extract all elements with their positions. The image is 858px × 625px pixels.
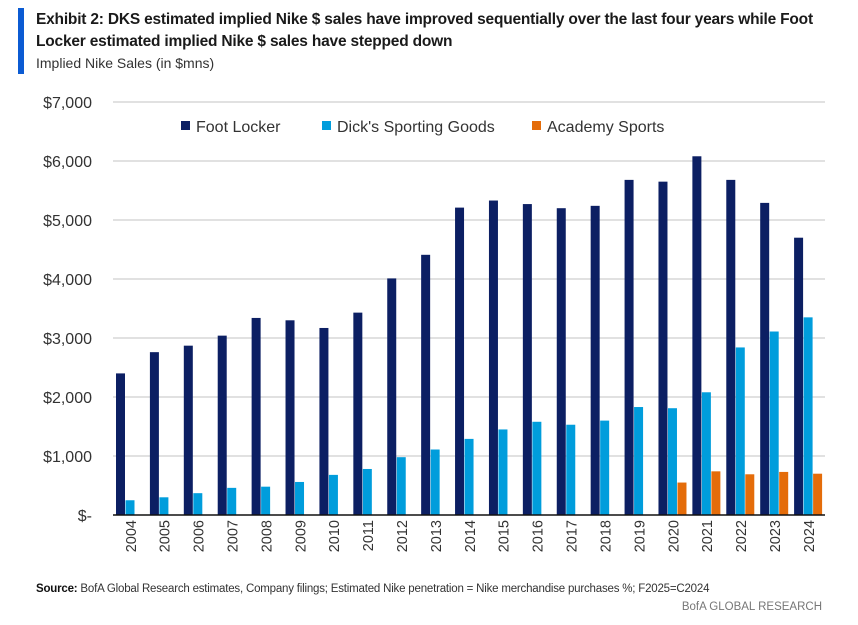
bar-foot-locker-2008 — [251, 317, 261, 515]
x-tick-label: 2019 — [632, 520, 648, 552]
y-tick-label: $4,000 — [43, 272, 92, 289]
x-tick-label: 2012 — [395, 520, 411, 552]
bar-dick-s-sporting-goods-2015 — [498, 429, 508, 515]
bar-dick-s-sporting-goods-2019 — [634, 407, 644, 515]
bar-dick-s-sporting-goods-2013 — [430, 449, 440, 515]
bar-foot-locker-2019 — [624, 179, 634, 515]
legend-label: Dick's Sporting Goods — [337, 119, 495, 136]
bar-foot-locker-2012 — [387, 278, 397, 515]
brand-footer: BofA GLOBAL RESEARCH — [681, 601, 822, 613]
bar-dick-s-sporting-goods-2017 — [566, 424, 576, 515]
bar-dick-s-sporting-goods-2020 — [667, 408, 677, 515]
legend-swatch — [322, 121, 331, 130]
bar-academy-sports-2020 — [677, 482, 687, 515]
bar-dick-s-sporting-goods-2014 — [464, 438, 474, 515]
bar-academy-sports-2023 — [779, 471, 789, 515]
bar-foot-locker-2011 — [353, 312, 363, 515]
bar-dick-s-sporting-goods-2021 — [701, 392, 711, 515]
bar-dick-s-sporting-goods-2008 — [261, 486, 271, 515]
bar-foot-locker-2018 — [590, 205, 600, 515]
bar-foot-locker-2014 — [455, 207, 465, 516]
x-tick-label: 2008 — [259, 520, 275, 552]
x-tick-label: 2006 — [192, 520, 208, 552]
bar-academy-sports-2022 — [745, 474, 755, 515]
y-tick-label: $6,000 — [43, 154, 92, 171]
x-tick-label: 2011 — [361, 520, 377, 551]
bar-foot-locker-2024 — [794, 237, 804, 515]
bar-dick-s-sporting-goods-2011 — [362, 468, 372, 515]
bar-dick-s-sporting-goods-2012 — [396, 457, 406, 515]
x-tick-label: 2004 — [124, 520, 140, 552]
x-tick-label: 2022 — [734, 520, 750, 552]
bar-foot-locker-2006 — [183, 345, 193, 515]
legend-label: Foot Locker — [196, 119, 281, 136]
bar-dick-s-sporting-goods-2006 — [193, 493, 203, 515]
x-tick-label: 2016 — [531, 520, 547, 552]
bar-foot-locker-2005 — [149, 352, 159, 515]
bar-foot-locker-2004 — [116, 373, 125, 515]
x-tick-label: 2013 — [429, 520, 445, 552]
bar-dick-s-sporting-goods-2010 — [328, 474, 338, 515]
y-tick-label: $5,000 — [43, 213, 92, 230]
y-tick-label: $1,000 — [43, 449, 92, 466]
bar-foot-locker-2007 — [217, 335, 227, 515]
x-tick-label: 2009 — [293, 520, 309, 552]
bar-foot-locker-2009 — [285, 320, 295, 515]
source-label: Source: — [36, 583, 78, 595]
chart-subtitle: Implied Nike Sales (in $mns) — [36, 55, 215, 71]
y-tick-label: $3,000 — [43, 331, 92, 348]
x-tick-label: 2021 — [700, 520, 716, 552]
bar-academy-sports-2024 — [813, 473, 823, 515]
x-tick-label: 2014 — [463, 520, 479, 552]
source-note: Source: BofA Global Research estimates, … — [36, 583, 709, 595]
bar-foot-locker-2021 — [692, 156, 702, 515]
bar-dick-s-sporting-goods-2023 — [769, 331, 779, 515]
y-tick-label: $7,000 — [43, 95, 92, 112]
bar-dick-s-sporting-goods-2024 — [803, 317, 813, 515]
bar-foot-locker-2022 — [726, 179, 736, 515]
bar-foot-locker-2020 — [658, 181, 668, 515]
x-tick-label: 2015 — [497, 520, 513, 552]
x-tick-label: 2018 — [598, 520, 614, 552]
x-tick-label: 2020 — [666, 520, 682, 552]
bar-dick-s-sporting-goods-2018 — [600, 420, 610, 515]
bar-dick-s-sporting-goods-2009 — [295, 481, 305, 515]
bar-dick-s-sporting-goods-2016 — [532, 421, 542, 515]
bar-foot-locker-2016 — [522, 204, 532, 515]
x-tick-label: 2005 — [158, 520, 174, 552]
bar-foot-locker-2010 — [319, 327, 329, 515]
legend-swatch — [181, 121, 190, 130]
x-tick-label: 2017 — [565, 520, 581, 552]
bar-dick-s-sporting-goods-2005 — [159, 497, 169, 515]
source-text: BofA Global Research estimates, Company … — [80, 583, 710, 595]
bar-foot-locker-2023 — [760, 202, 770, 515]
x-tick-label: 2023 — [768, 520, 784, 552]
bar-foot-locker-2015 — [488, 200, 498, 515]
x-tick-label: 2024 — [802, 520, 818, 552]
chart-title: Exhibit 2: DKS estimated implied Nike $ … — [36, 11, 813, 50]
legend-label: Academy Sports — [547, 119, 664, 136]
bar-foot-locker-2013 — [421, 254, 431, 515]
legend-swatch — [532, 121, 541, 130]
y-tick-label: $2,000 — [43, 390, 92, 407]
bar-academy-sports-2021 — [711, 471, 721, 515]
bar-dick-s-sporting-goods-2004 — [125, 500, 135, 515]
x-tick-label: 2007 — [225, 520, 241, 552]
x-tick-label: 2010 — [327, 520, 343, 552]
title-accent-bar — [18, 8, 24, 74]
bar-foot-locker-2017 — [556, 208, 566, 515]
bar-dick-s-sporting-goods-2022 — [735, 347, 745, 515]
y-tick-label: $- — [78, 508, 92, 525]
bar-dick-s-sporting-goods-2007 — [227, 487, 237, 515]
